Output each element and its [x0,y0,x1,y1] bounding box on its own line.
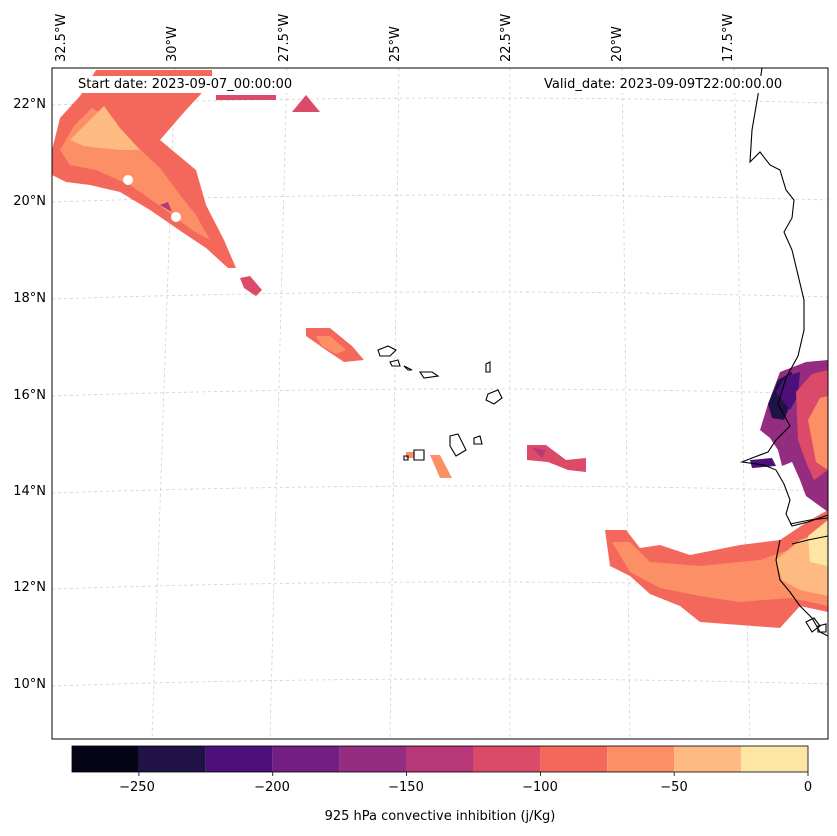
lon-label: 30°W [165,26,180,62]
colorbar-tick-label: −50 [660,780,688,795]
lat-label: 20°N [13,194,46,209]
colorbar-segment [138,746,206,772]
lat-label: 10°N [13,677,46,692]
coastline-gambia [789,517,829,525]
colorbar [71,745,809,776]
cin-area-senegal-deep [776,372,800,410]
cin-area-se-lightest [808,520,828,566]
cin-area-center-3 [406,452,414,458]
cin-area-se-band-mid [612,540,828,606]
island-brava [403,455,409,461]
lat-label: 18°N [13,291,46,306]
colorbar-segment [741,746,808,772]
island-bijagos-2 [817,623,827,633]
coastline-mainland [739,67,829,527]
lon-label: 22.5°W [499,13,514,62]
colorbar-segment [540,746,608,772]
island-maio [473,435,483,445]
lat-label: 22°N [13,97,46,112]
colorbar-segment [272,746,340,772]
cin-area-nw-band-light [70,106,140,150]
cin-area-center-1-light [316,336,346,354]
map-frame [51,67,829,740]
island-sao-vicente [389,359,401,367]
lon-label: 32.5°W [54,13,69,62]
colorbar-segment [473,746,541,772]
island-boa-vista [485,389,503,405]
cin-area-senegal-south [750,458,776,468]
coastline-mainland-south [775,539,829,637]
start-date-label: Start date: 2023-09-07_00:00:00 [74,76,297,93]
cin-area-nw-spot [292,95,320,112]
colorbar-segment [607,746,675,772]
colorbar-border [71,745,809,773]
cin-area-center-2 [430,455,452,478]
colorbar-tick-label: −250 [119,780,155,795]
colorbar-segment [339,746,407,772]
colorbar-tick-label: 0 [803,780,813,795]
colorbar-title: 925 hPa convective inhibition (j/Kg) [324,809,556,824]
colorbar-tick-label: −200 [254,780,290,795]
coastlines [377,67,829,637]
cin-area-gap [171,212,181,222]
cin-area-dark-fleck [160,202,172,212]
lat-label: 16°N [13,388,46,403]
colorbar-segment [205,746,273,772]
island-sal [485,361,491,373]
cin-area-gap [123,175,133,185]
colorbar-segment [674,746,742,772]
lon-label: 27.5°W [277,13,292,62]
lat-label: 12°N [13,580,46,595]
island-fogo [413,449,425,461]
colorbar-segment [406,746,474,772]
colorbar-segment [72,746,139,772]
lon-label: 25°W [388,26,403,62]
island-santiago [449,433,467,457]
colorbar-tick-label: −100 [522,780,558,795]
lat-label: 14°N [13,484,46,499]
island-santo-antao [377,345,397,357]
cin-contours [52,70,828,628]
cin-area-senegal-light [808,396,828,470]
cin-area-nw-strip [216,95,276,100]
colorbar-tick-label: −150 [388,780,424,795]
island-sao-nicolau-2 [418,371,440,379]
valid-date-label: Valid_date: 2023-09-09T22:00:00.00 [540,76,787,93]
cin-area-center-4-dark [532,448,546,458]
lon-label: 17.5°W [721,13,736,62]
lon-label: 20°W [610,26,625,62]
island-sao-nicolau [403,365,413,371]
coastline-river [791,535,829,545]
cin-area-nw-tail [240,276,262,296]
